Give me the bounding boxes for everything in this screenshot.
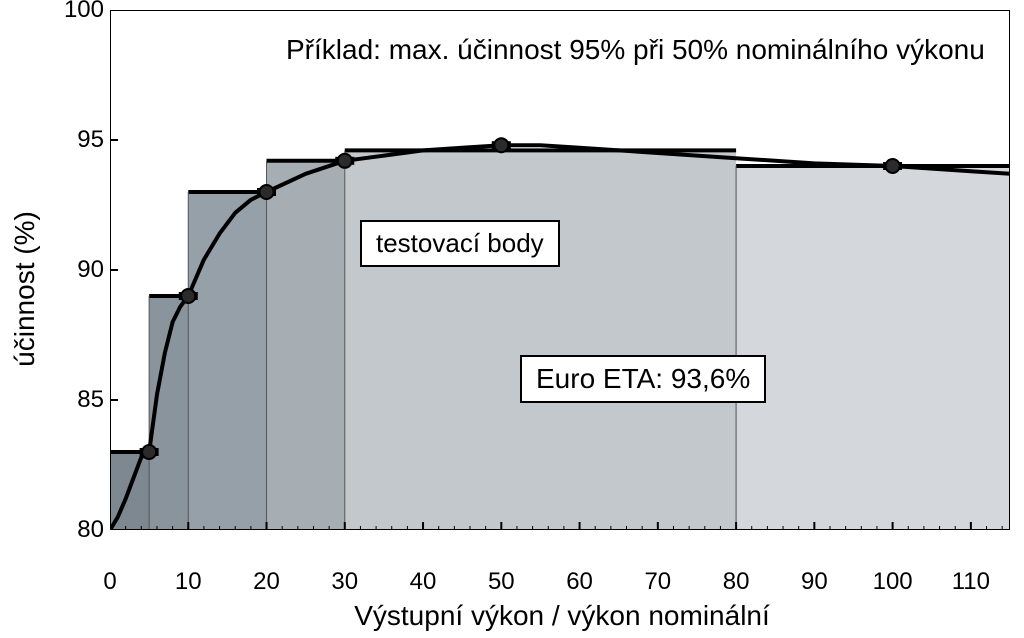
y-tick: 85 <box>60 386 104 414</box>
x-tick: 30 <box>325 568 365 596</box>
x-axis-label: Výstupní výkon / výkon nominální <box>110 600 1014 638</box>
x-tick: 90 <box>794 568 834 596</box>
y-tick: 95 <box>60 126 104 154</box>
y-tick: 90 <box>60 256 104 284</box>
y-axis-label-text: účinnost (%) <box>9 211 41 367</box>
x-tick: 80 <box>716 568 756 596</box>
x-tick: 40 <box>403 568 443 596</box>
x-tick: 100 <box>873 568 913 596</box>
efficiency-chart <box>110 10 1010 530</box>
x-tick: 60 <box>560 568 600 596</box>
x-tick: 110 <box>951 568 991 596</box>
x-axis-label-text: Výstupní výkon / výkon nominální <box>354 600 770 631</box>
x-tick: 50 <box>481 568 521 596</box>
chart-title-text: Příklad: max. účinnost 95% při 50% nomin… <box>286 34 985 65</box>
chart-title: Příklad: max. účinnost 95% při 50% nomin… <box>280 32 991 68</box>
x-tick: 20 <box>247 568 287 596</box>
y-tick: 80 <box>60 516 104 544</box>
x-tick: 0 <box>90 568 130 596</box>
x-tick: 10 <box>168 568 208 596</box>
x-tick: 70 <box>638 568 678 596</box>
y-tick: 100 <box>60 0 104 24</box>
y-axis-label: účinnost (%) <box>4 0 46 578</box>
